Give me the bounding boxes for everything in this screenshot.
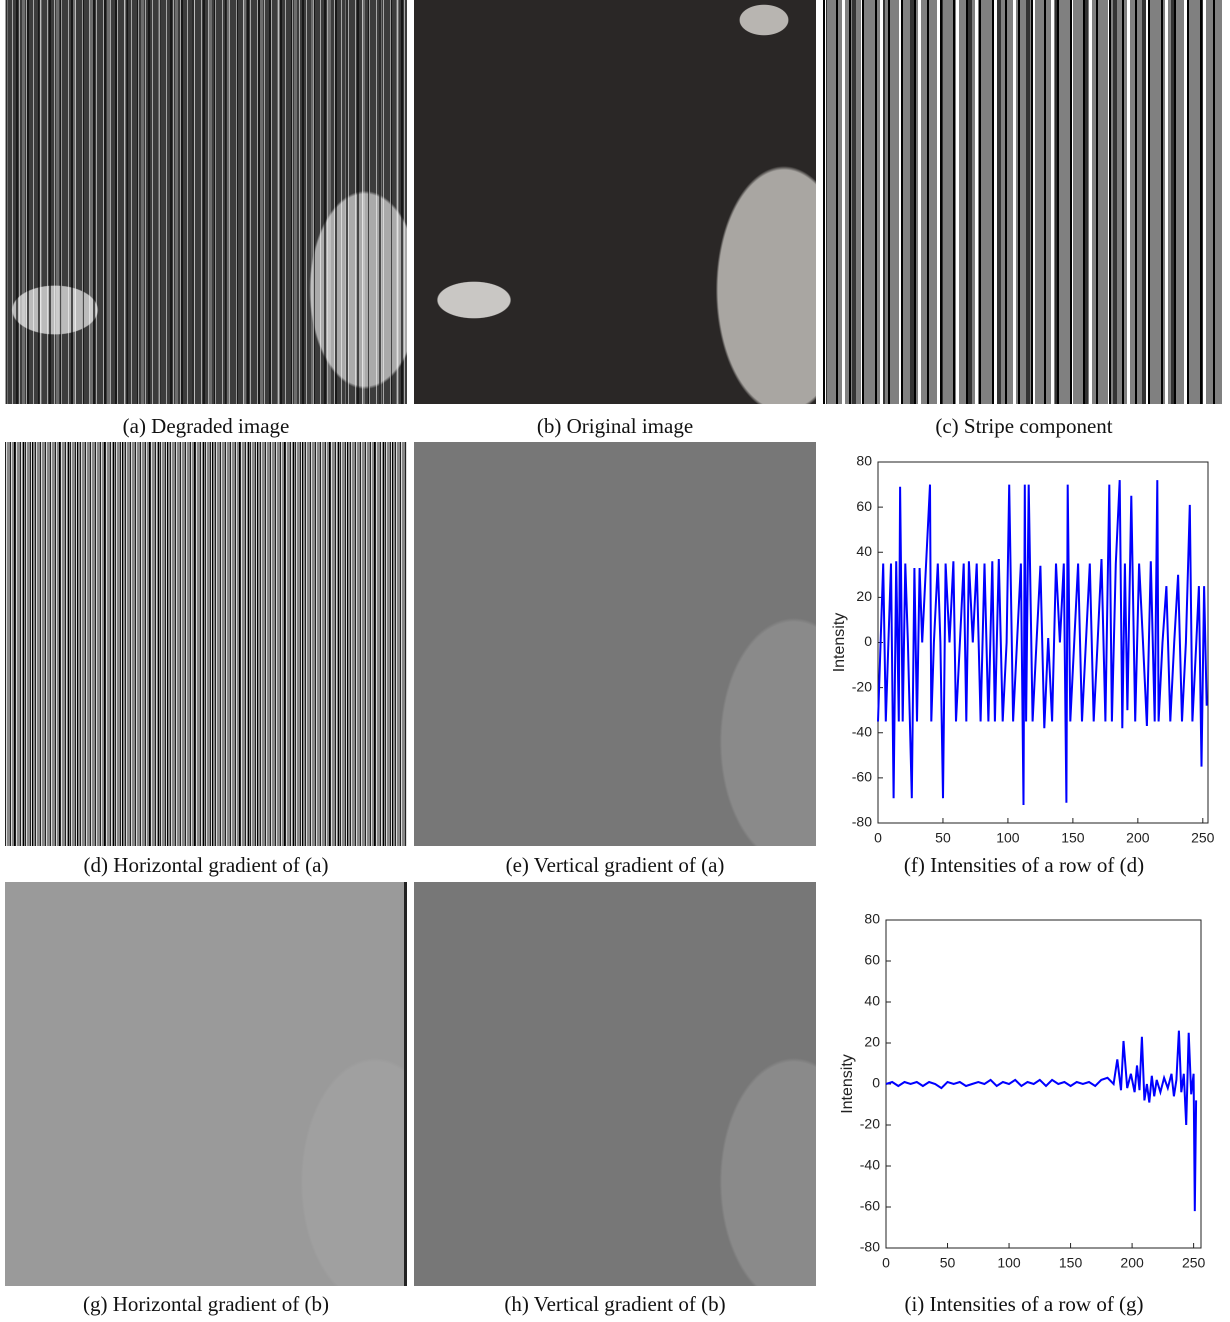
x-tick-label: 150 [1061,830,1085,846]
x-tick-label: 250 [1182,1255,1206,1271]
image [414,0,816,404]
y-tick-label: 80 [856,453,872,469]
x-tick-label: 0 [874,830,882,846]
x-tick-label: 150 [1059,1255,1083,1271]
y-tick-label: -20 [860,1116,880,1132]
y-tick-label: -60 [852,769,872,785]
y-tick-label: -60 [860,1198,880,1214]
x-tick-label: 250 [1191,830,1215,846]
y-tick-label: 20 [864,1034,880,1050]
y-tick-label: -40 [852,723,872,739]
caption: (e) Vertical gradient of (a) [505,853,725,877]
x-tick-label: 50 [940,1255,956,1271]
y-axis-label: Intensity [831,613,848,673]
x-tick-label: 50 [935,830,951,846]
image [414,442,816,846]
image [823,0,1225,404]
caption: (c) Stripe component [935,414,1113,438]
caption: (b) Original image [536,414,694,438]
data-line [885,1030,1198,1212]
data-line [877,480,1208,806]
image [414,882,816,1286]
caption: (i) Intensities of a row of (g) [904,1292,1144,1316]
x-tick-label: 200 [1126,830,1150,846]
y-tick-label: -80 [860,1239,880,1255]
y-tick-label: 0 [864,633,872,649]
y-tick-label: 40 [856,543,872,559]
x-tick-label: 200 [1120,1255,1144,1271]
image [5,0,407,404]
y-tick-label: -40 [860,1157,880,1173]
y-tick-label: 40 [864,993,880,1009]
image [5,882,407,1286]
y-axis-label: Intensity [839,1054,856,1114]
caption: (a) Degraded image [122,414,290,438]
y-tick-label: 60 [856,498,872,514]
y-tick-label: 60 [864,952,880,968]
caption: (h) Vertical gradient of (b) [504,1292,726,1316]
y-tick-label: 0 [872,1075,880,1091]
y-tick-label: 80 [864,911,880,927]
x-tick-label: 100 [997,1255,1021,1271]
y-tick-label: 20 [856,588,872,604]
x-tick-label: 0 [882,1255,890,1271]
caption: (d) Horizontal gradient of (a) [83,853,329,877]
x-tick-label: 100 [996,830,1020,846]
y-tick-label: -80 [852,814,872,830]
y-tick-label: -20 [852,678,872,694]
caption: (g) Horizontal gradient of (b) [82,1292,330,1316]
caption: (f) Intensities of a row of (d) [903,853,1145,877]
image [5,442,407,846]
